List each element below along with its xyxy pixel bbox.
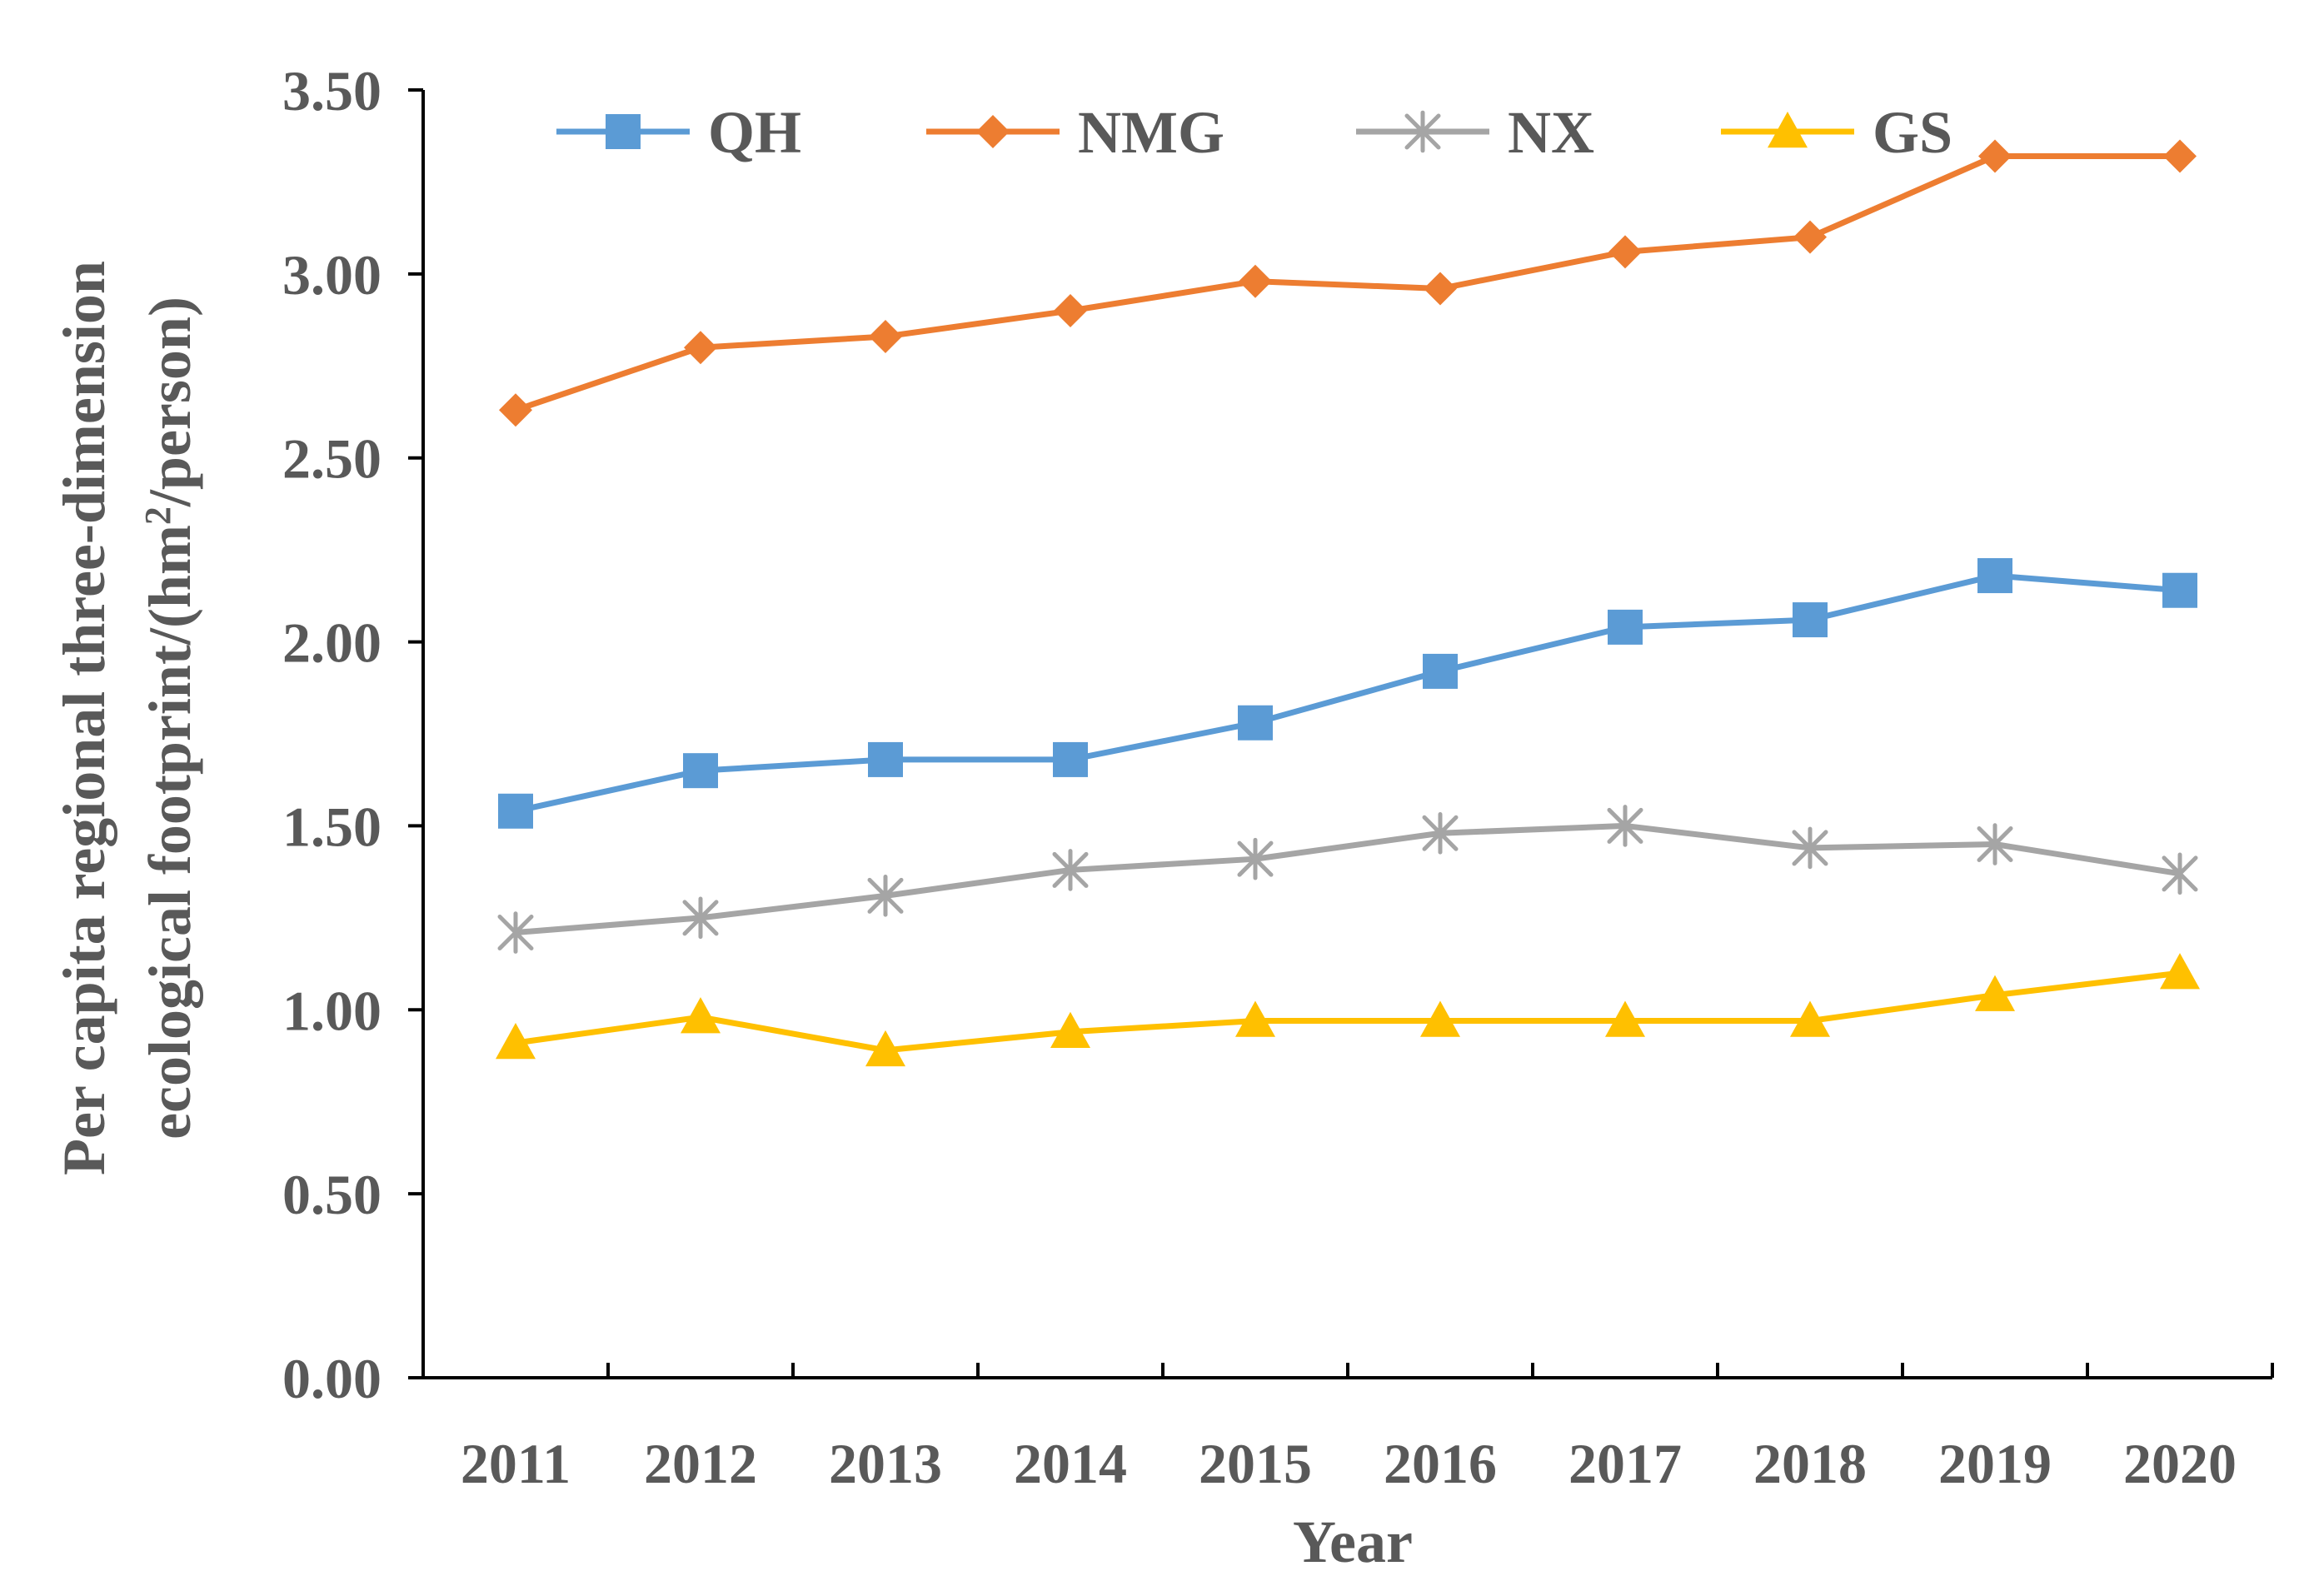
point-nx bbox=[1977, 823, 2013, 865]
legend-label: NX bbox=[1508, 99, 1594, 166]
legend-item-qh: QH bbox=[556, 99, 801, 166]
point-nmg bbox=[1424, 272, 1457, 306]
point-nx bbox=[1052, 849, 1089, 891]
x-tick-label: 2017 bbox=[1568, 1432, 1682, 1495]
legend-label: QH bbox=[708, 99, 801, 166]
point-gs bbox=[1790, 1000, 1830, 1037]
point-nx bbox=[867, 875, 904, 917]
series-line-gs bbox=[515, 970, 2181, 1054]
point-qh bbox=[868, 741, 903, 777]
series-line-nx bbox=[515, 822, 2181, 936]
x-tick-label: 2014 bbox=[1014, 1432, 1127, 1495]
y-tick-label: 2.50 bbox=[282, 427, 382, 491]
point-nmg bbox=[1978, 139, 2012, 173]
y-tick-label: 1.50 bbox=[282, 795, 382, 858]
y-axis-title-line2: ecological footprint/(hm2/person) bbox=[137, 297, 203, 1140]
legend-label: GS bbox=[1873, 99, 1952, 166]
legend-label: NMG bbox=[1078, 99, 1224, 166]
y-tick-label: 3.50 bbox=[282, 59, 382, 122]
point-qh bbox=[1793, 602, 1828, 638]
point-qh bbox=[498, 793, 533, 829]
y-tick-label: 0.50 bbox=[282, 1163, 382, 1226]
point-nx bbox=[1792, 826, 1828, 870]
x-tick-label: 2020 bbox=[2123, 1432, 2237, 1495]
y-axis-title-superscript: 2 bbox=[137, 506, 178, 525]
point-nmg bbox=[869, 319, 902, 353]
legend-marker-nx bbox=[1404, 110, 1441, 153]
y-axis-title-line1: Per capita regional three-dimension bbox=[51, 261, 117, 1175]
legend-marker-gs bbox=[1768, 112, 1808, 148]
point-nmg bbox=[1239, 264, 1272, 298]
legend-item-nmg: NMG bbox=[926, 99, 1224, 166]
point-qh bbox=[683, 753, 718, 789]
x-tick-label: 2013 bbox=[829, 1432, 942, 1495]
point-nmg bbox=[1054, 294, 1087, 328]
point-qh bbox=[2162, 572, 2197, 608]
legend-item-gs: GS bbox=[1721, 99, 1952, 166]
point-gs bbox=[1605, 1000, 1645, 1037]
point-gs bbox=[496, 1023, 536, 1060]
y-axis: 0.00 0.50 1.00 1.50 2.00 2.50 3.00 3.50 bbox=[282, 59, 425, 1410]
point-nx bbox=[682, 896, 719, 940]
point-gs bbox=[1235, 1000, 1275, 1037]
y-tick-label: 2.00 bbox=[282, 611, 382, 675]
point-qh bbox=[1423, 653, 1458, 689]
x-tick-label: 2016 bbox=[1384, 1432, 1497, 1495]
point-nx bbox=[1607, 805, 1643, 847]
point-qh bbox=[1977, 558, 2012, 594]
x-tick-label: 2018 bbox=[1753, 1432, 1867, 1495]
legend-item-nx: NX bbox=[1356, 99, 1594, 166]
point-gs bbox=[1420, 1000, 1460, 1037]
series-line-nmg bbox=[514, 153, 2180, 413]
point-nx bbox=[1237, 837, 1274, 880]
y-tick-label: 3.00 bbox=[282, 243, 382, 307]
x-tick-label: 2019 bbox=[1938, 1432, 2052, 1495]
y-axis-title-line2-suffix: /person) bbox=[137, 297, 203, 507]
x-tick-label: 2011 bbox=[461, 1432, 571, 1495]
point-qh bbox=[1608, 609, 1643, 645]
point-gs bbox=[1050, 1011, 1090, 1048]
point-nmg bbox=[684, 331, 717, 365]
point-nmg bbox=[499, 393, 532, 427]
point-gs bbox=[1975, 975, 2015, 1011]
point-nx bbox=[1422, 811, 1459, 855]
point-nmg bbox=[2163, 139, 2197, 173]
x-tick-label: 2012 bbox=[644, 1432, 757, 1495]
x-axis: 2011 2012 2013 2014 2015 2016 2017 2018 2019 2020 bbox=[421, 1363, 2274, 1495]
point-gs bbox=[865, 1030, 905, 1067]
legend-marker-nmg bbox=[976, 115, 1010, 148]
y-axis-title-line2-prefix: ecological footprint/(hm bbox=[137, 525, 203, 1140]
x-axis-title: Year bbox=[1293, 1509, 1413, 1575]
point-nmg bbox=[1793, 220, 1827, 254]
point-gs bbox=[681, 997, 721, 1034]
x-tick-label: 2015 bbox=[1199, 1432, 1312, 1495]
y-tick-label: 0.00 bbox=[282, 1347, 382, 1410]
legend-marker-qh bbox=[606, 114, 641, 149]
point-nmg bbox=[1608, 235, 1642, 269]
legend: QH NMG NX GS bbox=[556, 99, 1952, 166]
point-gs bbox=[2160, 953, 2200, 990]
series-line-qh bbox=[515, 572, 2181, 815]
y-tick-label: 1.00 bbox=[282, 979, 382, 1042]
series-lines bbox=[496, 139, 2200, 1067]
point-qh bbox=[1053, 741, 1088, 777]
point-qh bbox=[1238, 705, 1273, 741]
point-nx bbox=[497, 911, 534, 954]
point-nx bbox=[2162, 852, 2198, 895]
